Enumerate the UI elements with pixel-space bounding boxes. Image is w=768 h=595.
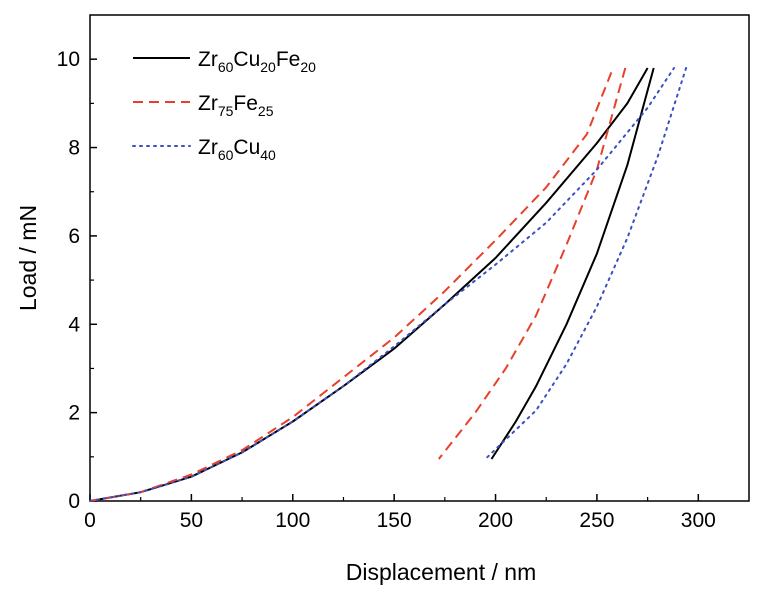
legend-label-2: Zr75Fe25 — [198, 92, 274, 119]
series-1-unloading-curve — [490, 67, 655, 460]
x-tick-label: 250 — [579, 509, 614, 532]
series-3-unloading-curve — [484, 67, 688, 460]
series-3-loading-curve — [89, 67, 675, 502]
legend: Zr60Cu20Fe20 Zr75Fe25 Zr60Cu40 — [132, 48, 316, 163]
x-tick-label: 50 — [180, 509, 203, 532]
y-tick-label: 0 — [68, 490, 80, 513]
x-tick-label: 150 — [377, 509, 412, 532]
y-tick-label: 8 — [68, 137, 80, 160]
plot-frame — [89, 14, 750, 502]
series-layer — [89, 67, 688, 502]
series-2-loading-curve — [89, 67, 615, 502]
x-tick-label: 0 — [84, 509, 96, 532]
legend-label-3: Zr60Cu40 — [198, 136, 276, 163]
x-tick-label: 300 — [681, 509, 716, 532]
y-tick-label: 6 — [68, 225, 80, 248]
y-tick-label: 10 — [57, 48, 80, 71]
x-tick-label: 200 — [478, 509, 513, 532]
y-tick-label: 2 — [68, 402, 80, 425]
series-2-unloading-curve — [438, 67, 627, 460]
y-tick-label: 4 — [68, 313, 80, 336]
legend-label-1: Zr60Cu20Fe20 — [198, 48, 316, 75]
ticks-layer: 0 50 100 150 200 250 300 0 2 4 6 8 10 — [57, 48, 716, 532]
x-tick-label: 100 — [275, 509, 310, 532]
series-1-loading-curve — [89, 67, 649, 502]
y-axis-title: Load / mN — [15, 205, 41, 311]
x-axis-title: Displacement / nm — [346, 559, 536, 585]
